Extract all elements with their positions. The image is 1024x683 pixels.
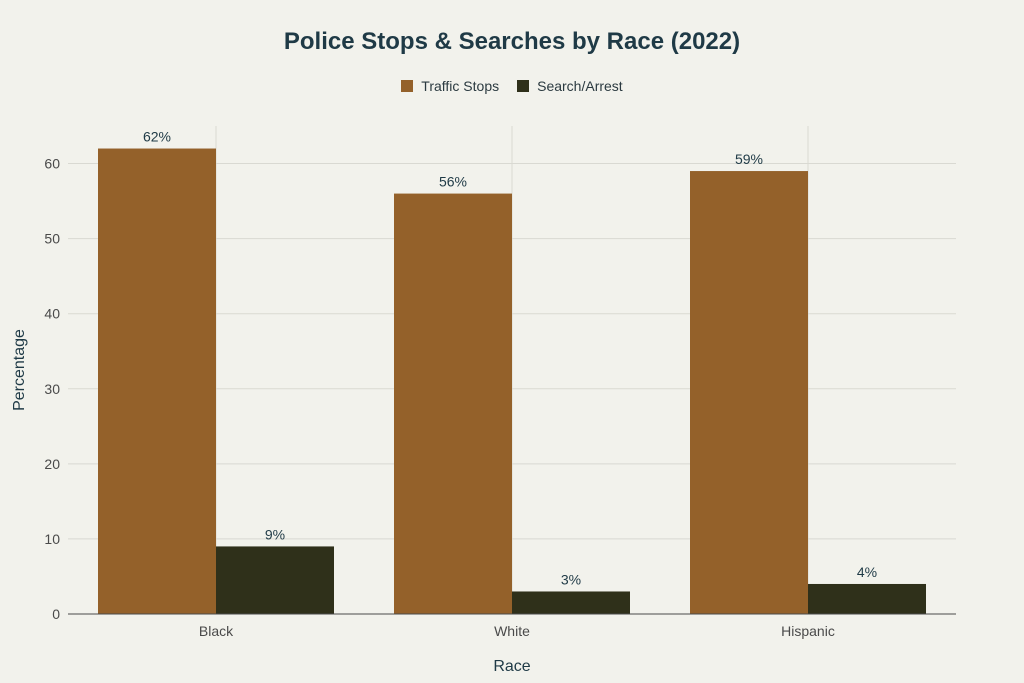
y-tick-label: 50	[44, 231, 60, 247]
bar-traffic-stops-black[interactable]	[98, 148, 216, 614]
data-label-layer: 62% 9% 56% 3% 59% 4%	[143, 129, 877, 588]
x-tick-label: Hispanic	[781, 623, 835, 639]
legend-swatch-traffic-stops	[401, 80, 414, 92]
x-tick-label: White	[494, 623, 530, 639]
y-tick-label: 0	[52, 606, 60, 622]
bar-layer	[98, 148, 926, 615]
y-tick-label: 40	[44, 306, 60, 322]
bar-traffic-stops-white[interactable]	[394, 193, 512, 615]
y-axis-title: Percentage	[11, 329, 28, 411]
bar-search-arrest-white[interactable]	[512, 591, 630, 614]
legend-item-search-arrest[interactable]: Search/Arrest	[517, 78, 623, 94]
y-tick-label: 20	[44, 456, 60, 472]
legend-label-traffic-stops: Traffic Stops	[421, 78, 500, 94]
bar-search-arrest-hispanic[interactable]	[808, 583, 926, 614]
y-tick-label: 10	[44, 531, 60, 547]
y-tick-label: 60	[44, 156, 60, 172]
bar-value-label: 59%	[735, 151, 763, 167]
legend-label-search-arrest: Search/Arrest	[537, 78, 623, 94]
bar-value-label: 4%	[857, 564, 877, 580]
legend: Traffic Stops Search/Arrest	[0, 78, 1024, 94]
bar-value-label: 62%	[143, 129, 171, 145]
chart-title: Police Stops & Searches by Race (2022)	[283, 28, 741, 55]
bar-search-arrest-black[interactable]	[216, 546, 334, 614]
bar-value-label: 9%	[265, 526, 285, 542]
legend-swatch-search-arrest	[517, 80, 530, 92]
y-tick-label: 30	[44, 381, 60, 397]
x-axis-title: Race	[493, 658, 530, 675]
x-tick-label: Black	[199, 623, 234, 639]
bar-value-label: 56%	[439, 174, 467, 190]
legend-item-traffic-stops[interactable]: Traffic Stops	[401, 78, 499, 94]
bar-traffic-stops-hispanic[interactable]	[690, 171, 808, 615]
axis-layer: 0 10 20 30 40 50 60 Black White Hispanic	[44, 156, 956, 639]
bar-value-label: 3%	[561, 571, 581, 587]
